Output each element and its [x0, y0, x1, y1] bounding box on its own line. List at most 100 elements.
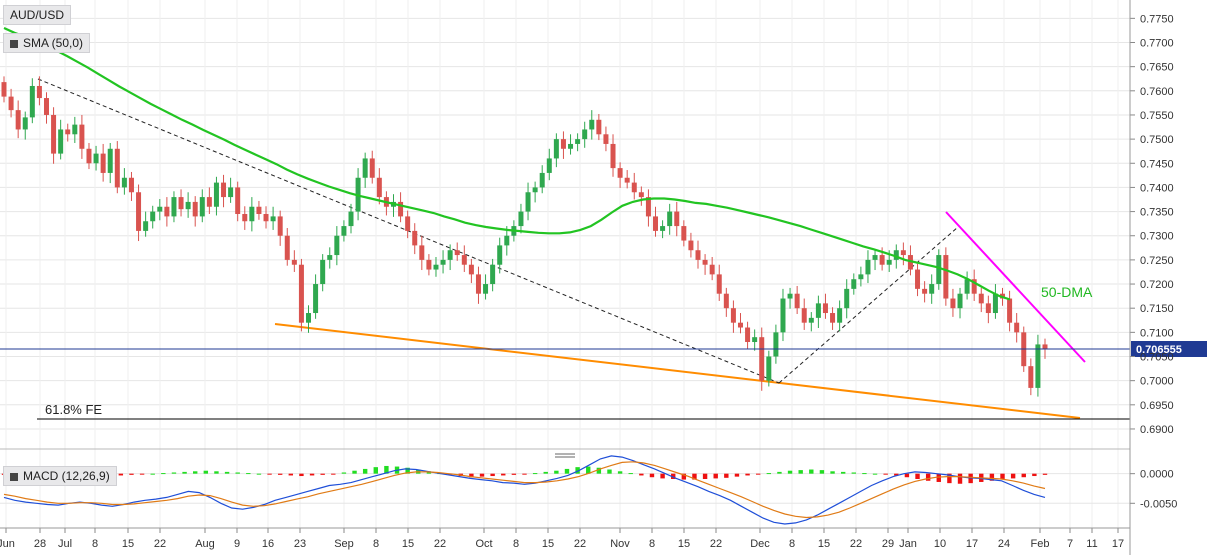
candle-body	[575, 139, 581, 144]
macd-hist-bar	[277, 473, 283, 475]
candle-body	[610, 143, 616, 169]
macd-hist-bar	[139, 473, 145, 475]
candle-body	[674, 211, 680, 227]
candle-body	[22, 117, 28, 130]
macd-hist-bar	[639, 473, 644, 476]
y-tick-label: 0.6900	[1140, 424, 1174, 436]
macd-hist-bar	[235, 472, 240, 474]
candle-body	[263, 213, 269, 222]
candle-body	[815, 303, 821, 318]
candle-body	[1028, 366, 1034, 388]
symbol-tag[interactable]: AUD/USD	[3, 5, 72, 25]
macd-hist-bar	[182, 471, 187, 474]
price-grid	[0, 0, 1130, 528]
macd-hist-bar	[501, 473, 506, 476]
candle-body	[915, 269, 921, 289]
x-tick-label: Jan	[899, 538, 917, 550]
x-tick-label: 22	[710, 538, 722, 550]
macd-hist-bar	[564, 468, 570, 474]
candle-body	[730, 308, 736, 323]
y-tick-label: 0.7200	[1140, 279, 1174, 291]
candle-body	[36, 85, 42, 99]
macd-hist-bar	[352, 470, 357, 474]
candle-body	[490, 264, 496, 285]
candle-body	[79, 124, 85, 149]
candle-body	[284, 235, 290, 260]
macd-hist-bar	[724, 473, 729, 478]
x-tick-label: 23	[294, 538, 306, 550]
macd-hist-bar	[341, 472, 347, 474]
candle-body	[603, 134, 609, 144]
y-tick-label: 0.7650	[1140, 62, 1174, 74]
macd-hist-bar	[362, 468, 368, 474]
candle-body	[589, 119, 595, 130]
candle-body	[617, 168, 623, 178]
candle-body	[1007, 298, 1013, 323]
candle-body	[419, 245, 425, 260]
candle-body	[256, 206, 262, 214]
sma-annotation: 50-DMA	[1041, 284, 1093, 300]
macd-hist-bar	[809, 469, 814, 474]
candle-body	[929, 284, 935, 294]
indicator-tag[interactable]: SMA (50,0)	[3, 33, 91, 53]
candle-body	[327, 255, 333, 260]
x-tick-label: 15	[542, 538, 554, 550]
candle-body	[631, 182, 637, 193]
candle-body	[150, 211, 156, 222]
candle-body	[93, 153, 99, 164]
x-tick-label: 15	[678, 538, 690, 550]
macd-hist-bar	[787, 470, 793, 474]
macd-line	[3, 455, 1046, 525]
candle-body	[341, 226, 347, 236]
candle-body	[560, 139, 566, 149]
candle-body	[971, 279, 977, 294]
x-tick-label: Jun	[0, 538, 15, 550]
macd-hist-bar	[957, 473, 963, 484]
candle-body	[121, 177, 127, 188]
candle-body	[865, 259, 871, 275]
y-tick-label: 0.7350	[1140, 207, 1174, 219]
macd-hist-bar	[150, 473, 155, 475]
candle-body	[185, 201, 191, 210]
candle-body	[766, 356, 772, 381]
candle-body	[483, 284, 489, 294]
candle-body	[405, 216, 411, 231]
macd-hist-bar	[288, 473, 294, 476]
indicator-text: SMA (50,0)	[23, 36, 84, 50]
macd-tag[interactable]: MACD (12,26,9)	[3, 466, 117, 486]
candle-body	[447, 250, 453, 260]
candle-body	[780, 298, 786, 333]
macd-hist-bar	[607, 469, 612, 474]
candle-body	[199, 197, 205, 217]
y-tick-label: 0.7500	[1140, 134, 1174, 146]
macd-hist-bar	[830, 471, 835, 474]
candle-body	[362, 158, 368, 178]
macd-hist-bar	[118, 473, 124, 476]
macd-hist-bar	[320, 473, 325, 475]
x-tick-label: 9	[234, 538, 240, 550]
y-tick-label: 0.7250	[1140, 255, 1174, 267]
x-tick-label: 17	[1112, 538, 1124, 550]
candle-body	[157, 206, 163, 212]
candle-body	[475, 274, 481, 294]
candle-body	[978, 293, 984, 304]
separator-grip[interactable]	[555, 453, 575, 458]
candle-body	[348, 211, 354, 227]
candle-body	[1035, 344, 1041, 388]
macd-hist-bar	[925, 473, 931, 481]
y-tick-label: 0.6950	[1140, 400, 1174, 412]
macd-hist-bar	[586, 466, 591, 474]
candle-body	[398, 201, 404, 217]
candle-body	[128, 177, 134, 193]
signal-line	[3, 461, 1046, 519]
x-tick-label: Sep	[334, 538, 354, 550]
indicator-icon	[10, 39, 18, 48]
candle-body	[51, 114, 57, 154]
x-tick-label: Nov	[610, 538, 630, 550]
macd-hist-bar	[660, 473, 665, 479]
macd-histogram	[1, 465, 1048, 484]
candle-body	[752, 337, 758, 343]
price-axis: 0.7750 0.7700 0.7650 0.7600 0.7550 0.7500 0.74…	[1129, 0, 1174, 555]
candle-body	[114, 148, 120, 188]
macd-hist-bar	[617, 471, 623, 474]
